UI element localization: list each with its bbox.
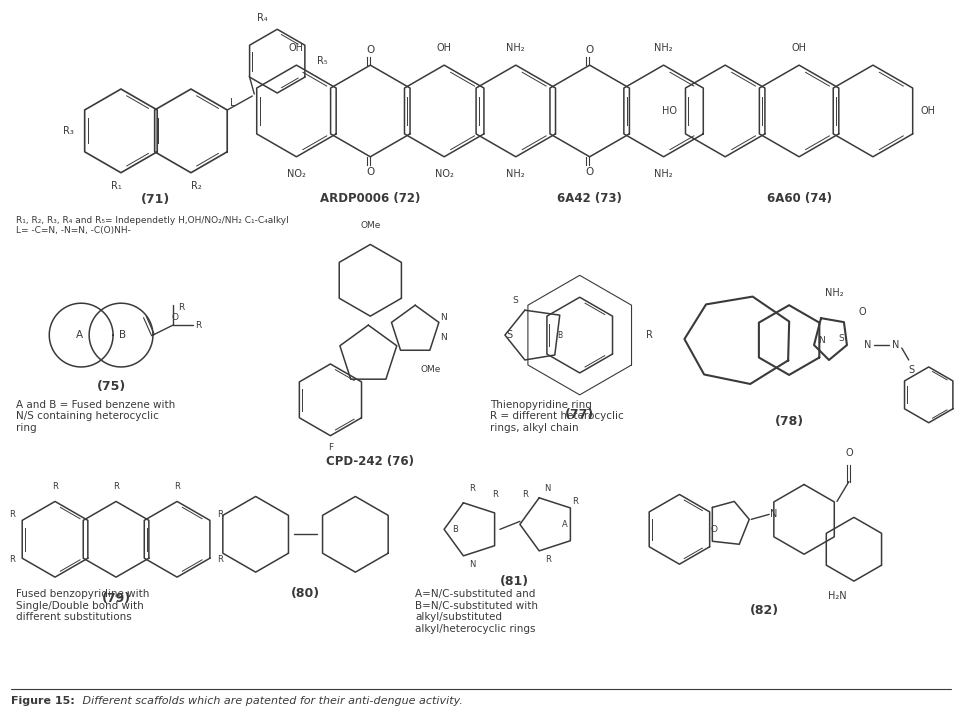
Text: (71): (71) (141, 193, 170, 206)
Text: O: O (585, 167, 593, 177)
Text: R: R (522, 491, 528, 499)
Text: S: S (837, 333, 843, 342)
Text: A and B = Fused benzene with
N/S containing heterocyclic
ring: A and B = Fused benzene with N/S contain… (16, 400, 176, 433)
Text: O: O (366, 45, 374, 55)
Text: B: B (452, 525, 457, 534)
Text: ARDP0006 (72): ARDP0006 (72) (320, 192, 420, 204)
Text: NO₂: NO₂ (434, 169, 454, 179)
Text: R: R (10, 510, 15, 518)
Text: N: N (770, 509, 777, 519)
Text: N: N (439, 333, 446, 342)
Text: CPD-242 (76): CPD-242 (76) (326, 455, 414, 468)
Text: 6A42 (73): 6A42 (73) (556, 192, 622, 204)
Text: OMe: OMe (359, 221, 381, 231)
Text: NH₂: NH₂ (653, 43, 672, 53)
Text: R: R (217, 510, 223, 518)
Text: R₂: R₂ (190, 181, 201, 191)
Text: OMe: OMe (420, 365, 440, 375)
Text: R: R (52, 483, 58, 491)
Text: N: N (468, 560, 475, 569)
Text: N: N (891, 340, 899, 350)
Text: S: S (506, 330, 512, 340)
Text: L: L (230, 98, 235, 108)
Text: NO₂: NO₂ (286, 169, 306, 179)
Text: O: O (366, 167, 374, 177)
Text: (75): (75) (96, 380, 126, 393)
Text: O: O (858, 307, 866, 317)
Text: O: O (845, 448, 851, 458)
Text: (80): (80) (290, 587, 320, 600)
Text: O: O (710, 525, 717, 534)
Text: (81): (81) (500, 575, 529, 588)
Text: NH₂: NH₂ (505, 43, 525, 53)
Text: N: N (863, 340, 871, 350)
Text: Different scaffolds which are patented for their anti-dengue activity.: Different scaffolds which are patented f… (79, 696, 462, 706)
Text: (78): (78) (774, 415, 802, 428)
Text: R: R (469, 484, 475, 493)
Text: A=N/C-substituted and
B=N/C-substituted with
alkyl/substituted
alkyl/heterocycli: A=N/C-substituted and B=N/C-substituted … (415, 589, 537, 634)
Text: R: R (544, 555, 550, 564)
Text: R: R (195, 320, 201, 330)
Text: R₅: R₅ (317, 56, 328, 66)
Text: R: R (491, 491, 498, 499)
Text: R: R (113, 483, 119, 491)
Text: B: B (556, 330, 562, 340)
Text: Thienopyridine ring
R = different heterocyclic
rings, alkyl chain: Thienopyridine ring R = different hetero… (489, 400, 623, 433)
Text: H₂N: H₂N (826, 591, 846, 601)
Text: S: S (511, 295, 517, 305)
Text: OH: OH (288, 43, 304, 53)
Text: F: F (328, 443, 333, 451)
Text: A: A (561, 520, 567, 529)
Text: R: R (178, 303, 184, 312)
Text: R: R (10, 555, 15, 564)
Text: R: R (174, 483, 180, 491)
Text: O: O (171, 313, 178, 322)
Text: R: R (217, 555, 223, 564)
Text: A: A (76, 330, 83, 340)
Text: (79): (79) (102, 592, 131, 605)
Text: R₁: R₁ (111, 181, 121, 191)
Text: N: N (439, 313, 446, 322)
Text: N: N (544, 484, 551, 493)
Text: OH: OH (791, 43, 805, 53)
Text: NH₂: NH₂ (505, 169, 525, 179)
Text: R₁, R₂, R₃, R₄ and R₅= Independetly H,OH/NO₂/NH₂ C₁-C₄alkyl
L= -C=N, -N=N, -C(O): R₁, R₂, R₃, R₄ and R₅= Independetly H,OH… (16, 216, 289, 235)
Text: HO: HO (661, 106, 677, 116)
Text: OH: OH (436, 43, 452, 53)
Text: NH₂: NH₂ (824, 288, 843, 298)
Text: OH: OH (920, 106, 935, 116)
Text: (77): (77) (564, 408, 594, 421)
Text: S: S (908, 365, 914, 375)
Text: 6A60 (74): 6A60 (74) (766, 192, 830, 204)
Text: Fused benzopyridine with
Single/Double bond with
different substitutions: Fused benzopyridine with Single/Double b… (16, 589, 150, 622)
Text: (82): (82) (749, 604, 778, 617)
Text: R₃: R₃ (63, 126, 74, 136)
Text: NH₂: NH₂ (653, 169, 672, 179)
Text: R₄: R₄ (257, 14, 267, 23)
Text: B: B (119, 330, 127, 340)
Text: R: R (645, 330, 652, 340)
Text: R: R (571, 497, 577, 506)
Text: O: O (585, 45, 593, 55)
Text: N: N (817, 335, 824, 345)
Text: Figure 15:: Figure 15: (12, 696, 75, 706)
